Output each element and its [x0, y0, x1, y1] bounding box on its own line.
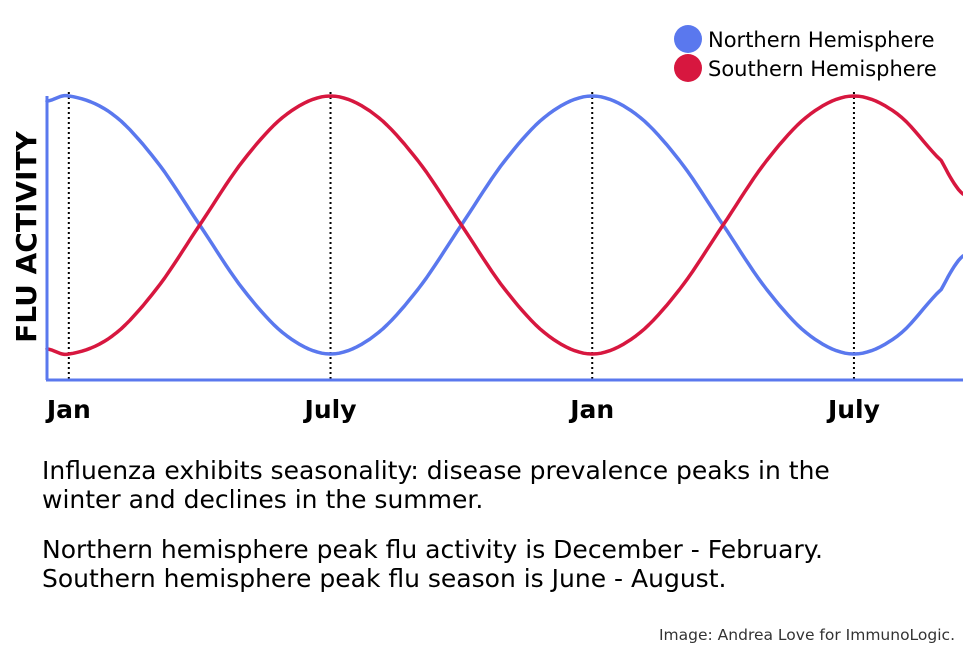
legend-label: Southern Hemisphere	[708, 57, 937, 81]
legend-swatch	[674, 54, 702, 82]
caption-line: Northern hemisphere peak flu activity is…	[42, 535, 823, 564]
caption-paragraph-2: Northern hemisphere peak flu activity is…	[42, 535, 942, 593]
caption-paragraph-1: Influenza exhibits seasonality: disease …	[42, 456, 942, 514]
legend-label: Northern Hemisphere	[708, 28, 935, 52]
y-axis-label: FLU ACTIVITY	[10, 130, 43, 342]
series-line-southern	[45, 94, 963, 357]
x-tick-labels: Jan July Jan July	[45, 395, 880, 424]
series-lines	[45, 93, 963, 357]
x-tick-label: Jan	[568, 395, 614, 424]
legend: Northern Hemisphere Southern Hemisphere	[674, 25, 937, 82]
axes	[45, 96, 963, 382]
tick-guide-lines	[67, 92, 855, 380]
x-tick-label: Jan	[45, 395, 91, 424]
image-credit: Image: Andrea Love for ImmunoLogic.	[658, 626, 955, 644]
flu-seasonality-chart: FLU ACTIVITY Jan July Jan July Northern Hem…	[10, 25, 963, 424]
x-tick-label: July	[826, 395, 880, 424]
caption-line: Southern hemisphere peak flu season is J…	[42, 564, 727, 593]
caption-line: winter and declines in the summer.	[42, 485, 484, 514]
legend-swatch	[674, 25, 702, 53]
x-tick-label: July	[303, 395, 357, 424]
series-line-northern	[45, 93, 963, 356]
caption-line: Influenza exhibits seasonality: disease …	[42, 456, 830, 485]
